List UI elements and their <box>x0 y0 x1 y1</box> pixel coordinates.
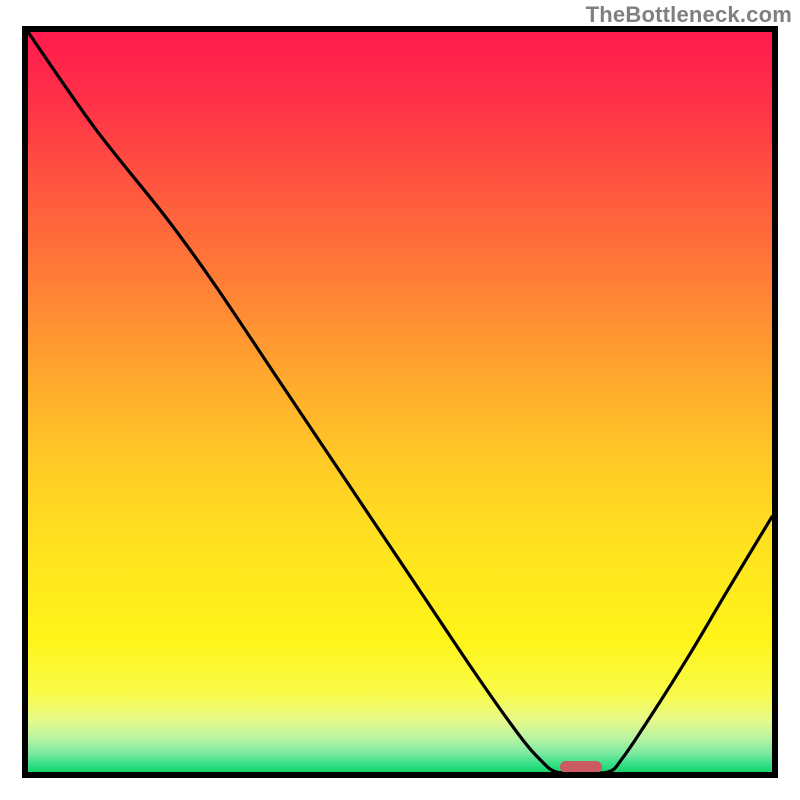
curve-path <box>28 32 772 772</box>
bottleneck-figure: TheBottleneck.com <box>0 0 800 800</box>
plot-area <box>28 32 772 772</box>
bottleneck-curve <box>28 32 772 772</box>
watermark-text: TheBottleneck.com <box>586 2 792 28</box>
optimal-marker <box>560 761 602 772</box>
